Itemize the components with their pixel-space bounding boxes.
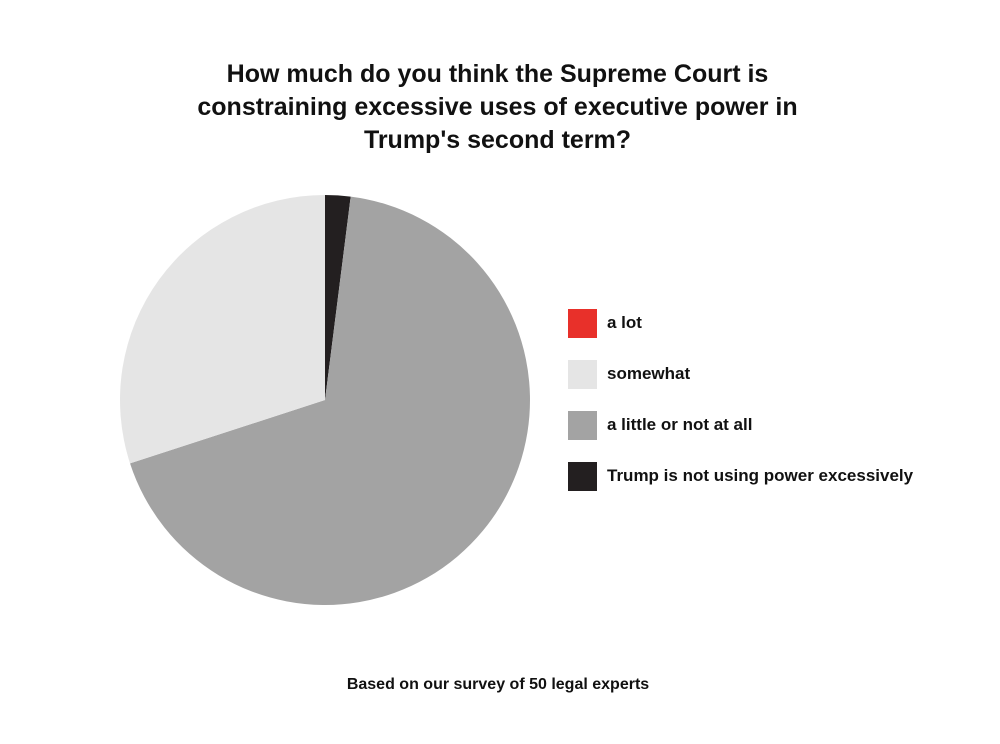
legend-item-a-little: a little or not at all xyxy=(568,410,752,440)
legend-item-a-lot: a lot xyxy=(568,308,642,338)
legend-swatch-a-little xyxy=(568,410,597,440)
legend-label-a-lot: a lot xyxy=(607,313,642,332)
legend-label-not-excessive: Trump is not using power excessively xyxy=(607,466,914,485)
legend-item-somewhat: somewhat xyxy=(568,359,690,389)
pie-slice-a-little xyxy=(130,196,530,605)
legend-label-somewhat: somewhat xyxy=(607,364,691,383)
legend-label-a-little: a little or not at all xyxy=(607,415,753,434)
legend-swatch-somewhat xyxy=(568,359,597,389)
chart-title-line-1: How much do you think the Supreme Court … xyxy=(226,60,769,88)
pie-chart xyxy=(119,195,530,605)
chart-title-line-3: Trump's second term? xyxy=(363,126,632,154)
legend-item-not-excessive: Trump is not using power excessively xyxy=(568,461,913,491)
chart-footnote: Based on our survey of 50 legal experts xyxy=(346,676,650,693)
chart-title: How much do you think the Supreme Court … xyxy=(100,58,895,157)
legend-swatch-a-lot xyxy=(568,308,597,338)
pie-slice-not-excessive xyxy=(325,195,351,400)
chart-title-line-2: constraining excessive uses of executive… xyxy=(197,93,798,121)
pie-slice-somewhat xyxy=(119,195,325,464)
legend-swatch-not-excessive xyxy=(568,461,597,491)
